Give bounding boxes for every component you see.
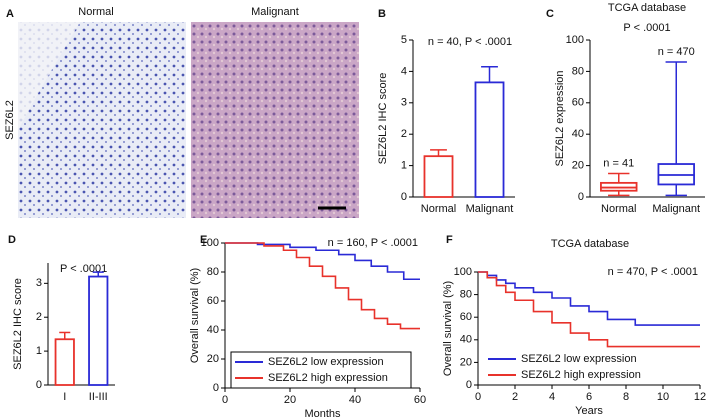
- image-region: [18, 22, 80, 130]
- x-tick-label: Normal: [421, 203, 456, 215]
- panel-label: A: [6, 8, 14, 20]
- y-axis-label: Overall survival (%): [442, 281, 454, 376]
- y-tick-label: 20: [572, 160, 584, 172]
- y-tick-label: 4: [401, 65, 407, 77]
- x-axis-label: Months: [304, 408, 341, 419]
- survival-line: [225, 242, 420, 330]
- bar: [54, 338, 75, 386]
- x-tick-label: 4: [549, 391, 555, 403]
- bar: [474, 81, 505, 198]
- y-tick-label: 20: [207, 353, 219, 365]
- x-tick-label: 10: [657, 391, 669, 403]
- x-tick-label: II-III: [89, 391, 108, 403]
- box-label: n = 470: [658, 46, 695, 58]
- y-tick-label: 80: [207, 266, 219, 278]
- y-axis-label: SEZ6L2 expression: [554, 71, 566, 167]
- y-tick-label: 3: [36, 277, 42, 289]
- x-tick-label: 40: [349, 394, 361, 406]
- annotation: n = 160, P < .0001: [328, 237, 418, 249]
- annotation: n = 470, P < .0001: [608, 266, 698, 278]
- x-tick-label: 0: [222, 394, 228, 406]
- bar: [88, 275, 109, 386]
- image-label: Malignant: [251, 6, 299, 18]
- y-tick-label: 40: [572, 128, 584, 140]
- y-tick-label: 1: [36, 345, 42, 357]
- y-tick-label: 0: [466, 379, 472, 391]
- legend-label: SEZ6L2 low expression: [268, 356, 384, 368]
- x-axis-label: Years: [575, 405, 603, 417]
- y-tick-label: 2: [36, 311, 42, 323]
- y-tick-label: 80: [460, 289, 472, 301]
- y-tick-label: 5: [401, 34, 407, 46]
- y-tick-label: 0: [36, 379, 42, 391]
- panel-label: C: [546, 8, 554, 20]
- y-tick-label: 40: [207, 324, 219, 336]
- x-tick-label: Malignant: [652, 203, 700, 215]
- legend-label: SEZ6L2 high expression: [521, 369, 641, 381]
- malignant-image: [191, 22, 359, 218]
- x-tick-label: Normal: [601, 203, 636, 215]
- y-tick-label: 20: [460, 356, 472, 368]
- legend-label: SEZ6L2 low expression: [521, 353, 637, 365]
- y-axis-label: Overall survival (%): [189, 268, 201, 363]
- x-tick-label: 8: [623, 391, 629, 403]
- y-axis-label: SEZ6L2 IHC score: [12, 278, 24, 370]
- y-tick-label: 100: [454, 266, 472, 278]
- image-ylabel: SEZ6L2: [4, 100, 16, 140]
- y-tick-label: 80: [572, 65, 584, 77]
- chart-title: TCGA database: [551, 238, 629, 250]
- panel-label: E: [200, 234, 207, 246]
- y-tick-label: 60: [572, 97, 584, 109]
- image-label: Normal: [78, 6, 113, 18]
- panel-label: F: [446, 234, 453, 246]
- survival-line: [478, 271, 700, 348]
- x-tick-label: 2: [512, 391, 518, 403]
- y-tick-label: 40: [460, 334, 472, 346]
- y-tick-label: 3: [401, 97, 407, 109]
- y-tick-label: 0: [578, 191, 584, 203]
- y-tick-label: 0: [401, 191, 407, 203]
- y-tick-label: 2: [401, 128, 407, 140]
- y-tick-label: 60: [460, 311, 472, 323]
- x-tick-label: 0: [475, 391, 481, 403]
- y-tick-label: 0: [213, 382, 219, 394]
- annotation: P < .0001: [60, 263, 107, 275]
- chart-title: TCGA database: [608, 2, 686, 14]
- survival-line: [478, 271, 700, 326]
- annotation: n = 40, P < .0001: [428, 36, 512, 48]
- x-tick-label: I: [63, 391, 66, 403]
- box-label: n = 41: [603, 157, 634, 169]
- legend-label: SEZ6L2 high expression: [268, 372, 388, 384]
- x-tick-label: 60: [414, 394, 426, 406]
- bar: [423, 155, 454, 198]
- y-tick-label: 100: [566, 34, 584, 46]
- x-tick-label: 12: [694, 391, 706, 403]
- x-tick-label: 20: [284, 394, 296, 406]
- x-tick-label: 6: [586, 391, 592, 403]
- survival-line: [225, 242, 420, 281]
- y-tick-label: 100: [201, 237, 219, 249]
- y-tick-label: 1: [401, 160, 407, 172]
- annotation: P < .0001: [623, 22, 670, 34]
- x-tick-label: Malignant: [466, 203, 514, 215]
- panel-label: D: [8, 234, 16, 246]
- y-tick-label: 60: [207, 295, 219, 307]
- legend-box: [230, 351, 412, 389]
- y-axis-label: SEZ6L2 IHC score: [377, 73, 389, 165]
- panel-label: B: [378, 8, 386, 20]
